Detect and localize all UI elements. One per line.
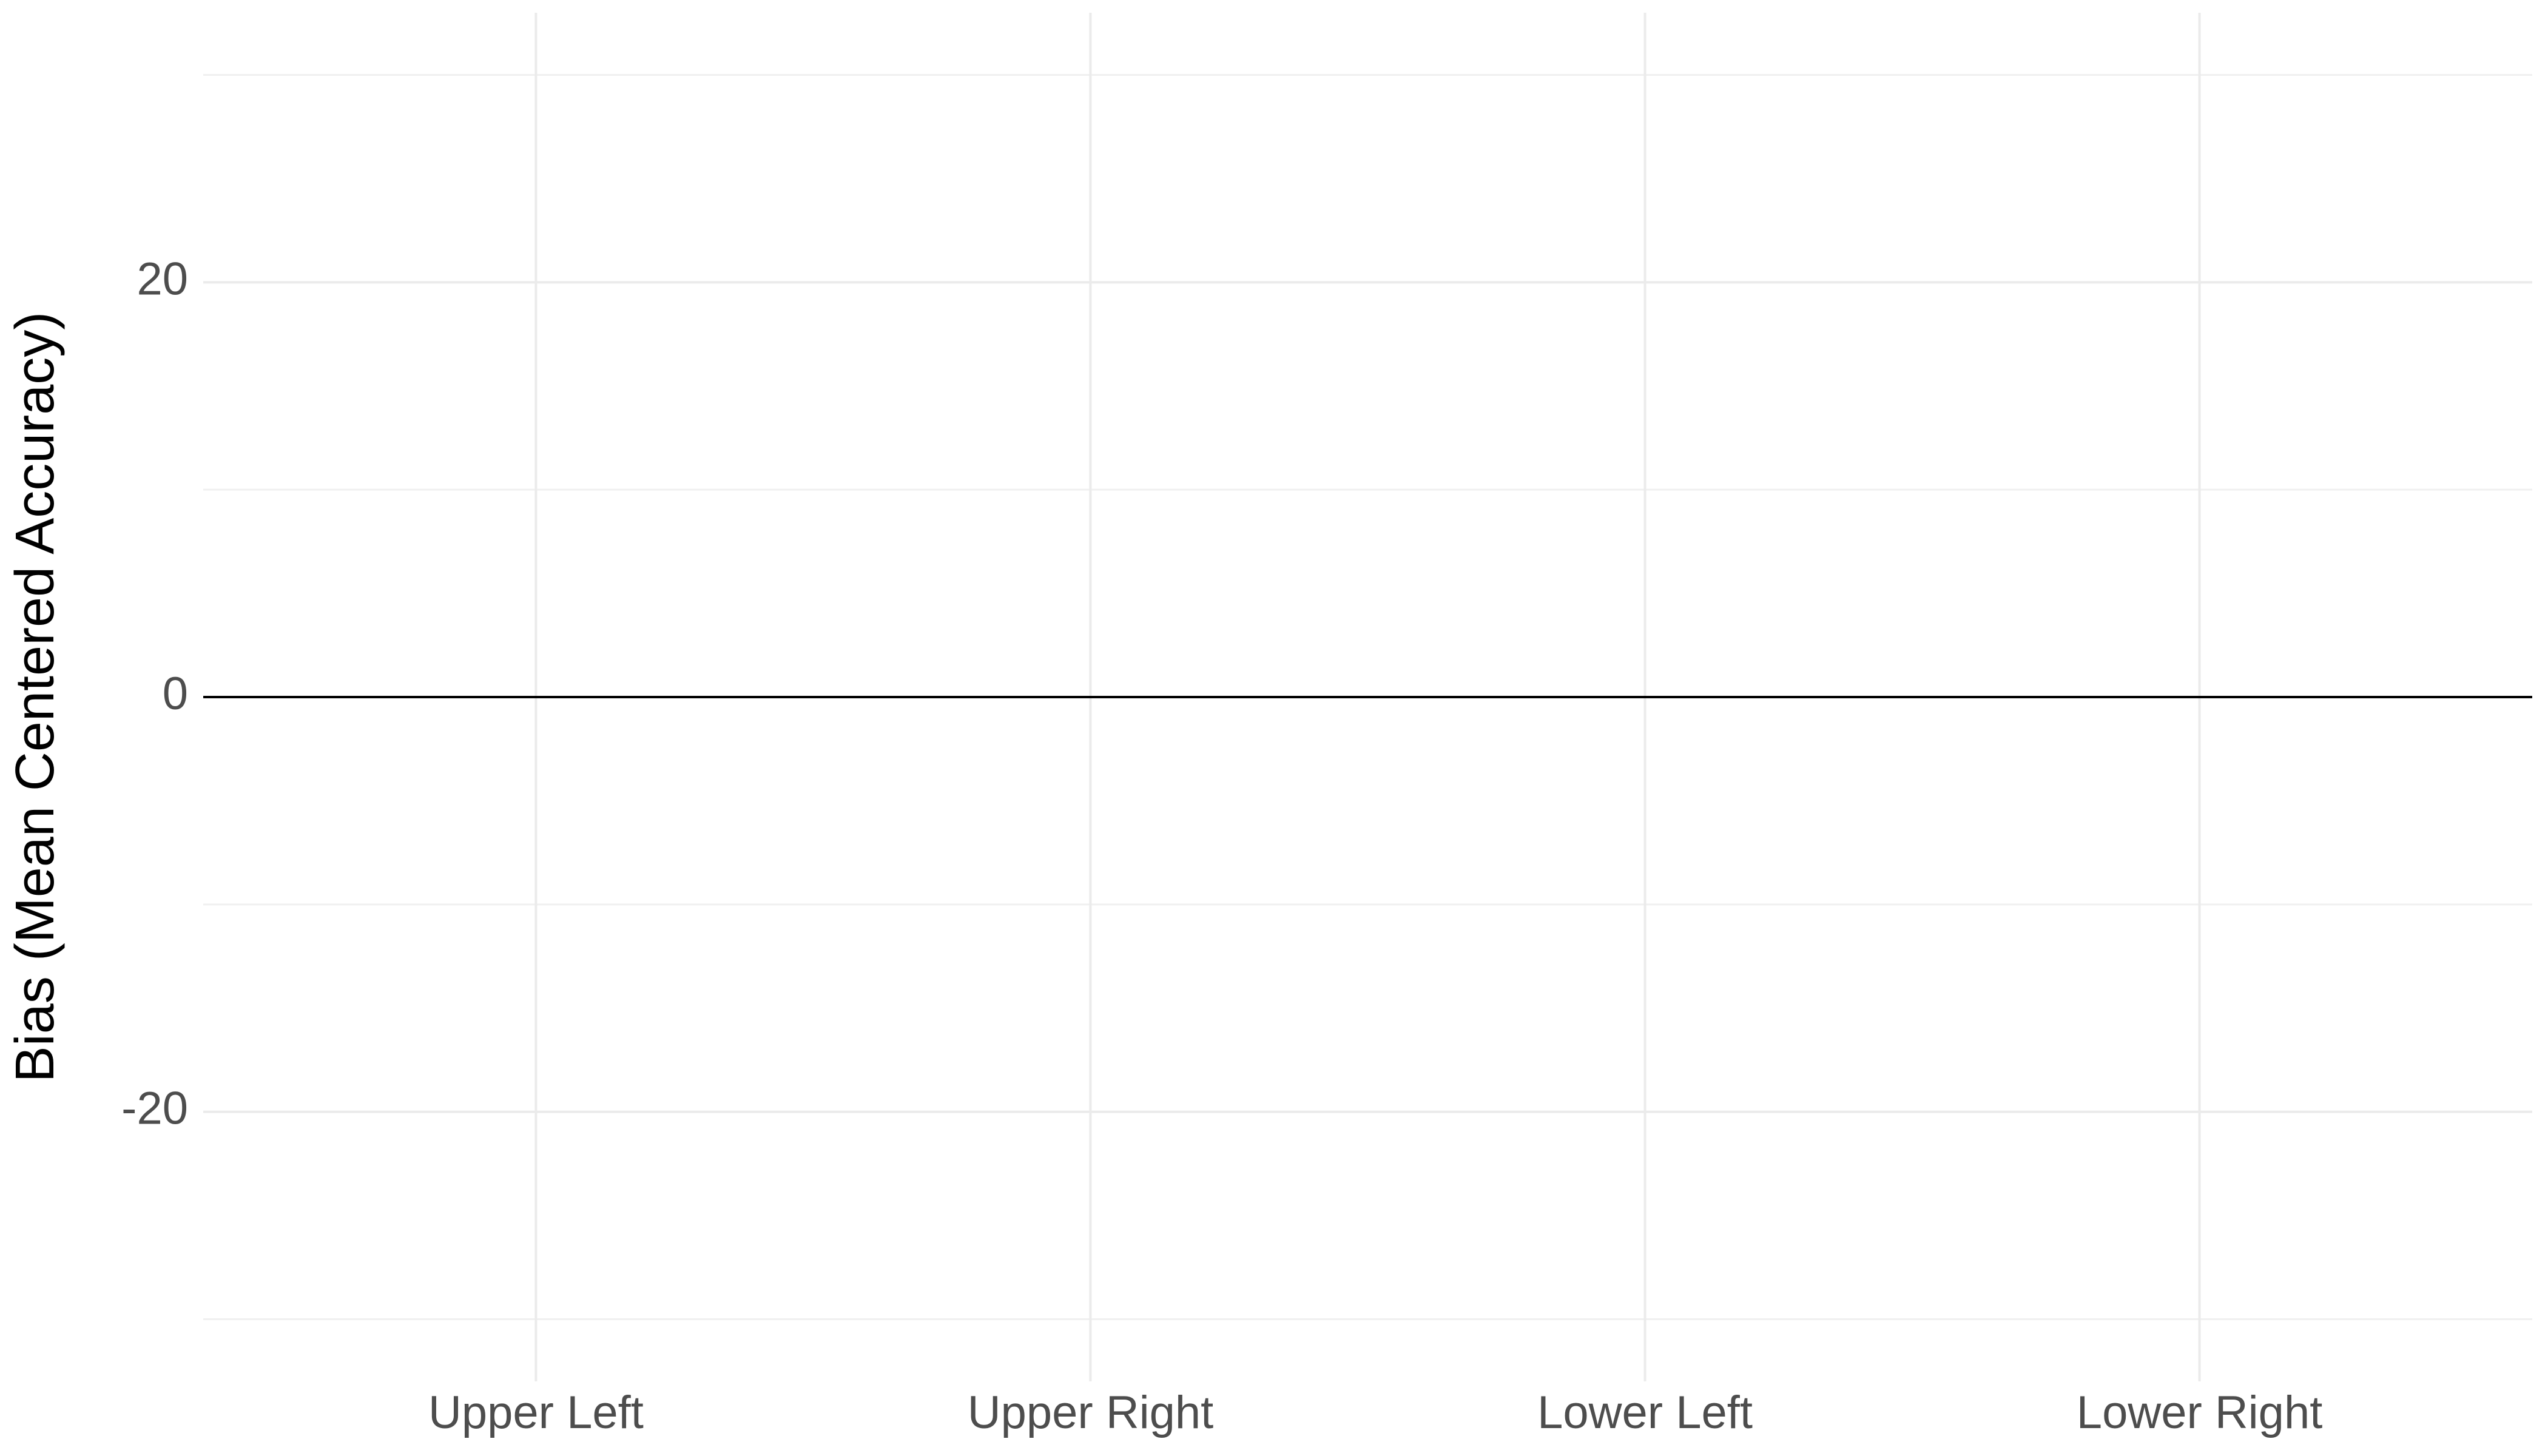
y-axis-title: Bias (Mean Centered Accuracy) (5, 312, 66, 1083)
y-tick-label: 0 (163, 668, 188, 720)
x-tick-label: Lower Left (1537, 1387, 1753, 1438)
x-tick-label: Lower Right (2077, 1387, 2323, 1438)
y-tick-label: 20 (136, 253, 188, 305)
x-tick-label: Upper Right (968, 1387, 1214, 1438)
y-tick-label: -20 (121, 1083, 188, 1134)
x-tick-label: Upper Left (428, 1387, 644, 1438)
